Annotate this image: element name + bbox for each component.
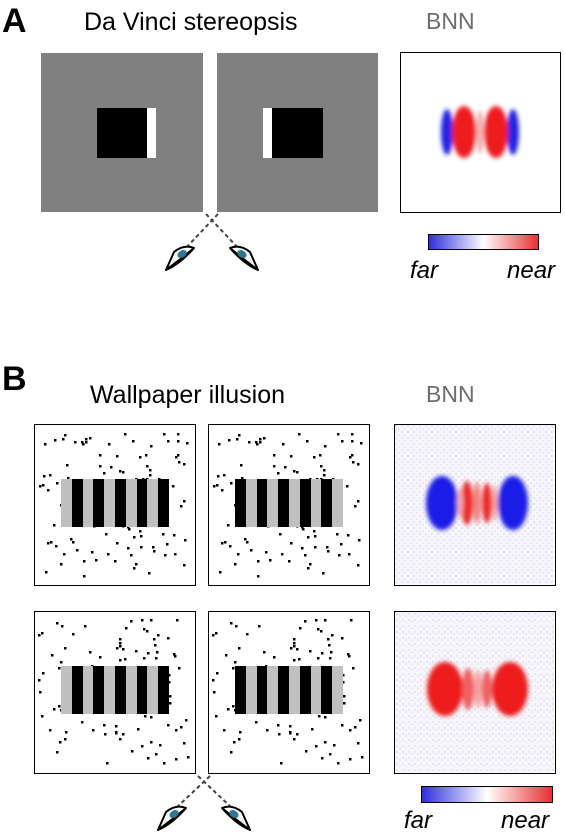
- grating-stripe: [299, 666, 311, 714]
- grating-stripe: [267, 666, 279, 714]
- panel-b-bnn-label: BNN: [426, 381, 475, 407]
- wallpaper-left-stimulus-top: [34, 424, 196, 586]
- stripe-grating: [61, 666, 169, 714]
- grating-stripe: [256, 479, 268, 527]
- stripe-grating: [61, 479, 169, 527]
- occluder-square: [263, 108, 323, 158]
- monocular-strip-right: [147, 108, 156, 158]
- occluder-square: [97, 108, 156, 158]
- panel-b-letter: B: [2, 360, 27, 398]
- grating-stripe: [104, 479, 115, 527]
- grating-stripe: [147, 666, 159, 714]
- grating-stripe: [332, 479, 343, 527]
- grating-stripe: [321, 666, 333, 714]
- grating-stripe: [256, 666, 268, 714]
- grating-stripe: [288, 666, 300, 714]
- grating-stripe: [125, 666, 137, 714]
- panel-a-colorbar: [428, 234, 539, 250]
- stripe-grating: [235, 666, 343, 714]
- grating-stripe: [93, 666, 105, 714]
- grating-stripe: [82, 479, 94, 527]
- grating-stripe: [267, 479, 279, 527]
- grating-stripe: [288, 479, 300, 527]
- panel-b-colorbar: [421, 786, 553, 803]
- grating-stripe: [147, 479, 159, 527]
- grating-stripe: [158, 479, 169, 527]
- da-vinci-right-stimulus: [217, 53, 378, 212]
- grating-stripe: [61, 666, 72, 714]
- panel-b-colorbar-far-label: far: [404, 807, 433, 834]
- grating-stripe: [61, 479, 72, 527]
- wallpaper-left-stimulus-bottom: [34, 611, 196, 774]
- grating-stripe: [104, 666, 115, 714]
- panel-a-colorbar-far-label: far: [410, 257, 439, 284]
- panel-b-bnn-output-top: [394, 424, 556, 586]
- grating-stripe: [114, 666, 126, 714]
- grating-stripe: [71, 666, 83, 714]
- panel-a-colorbar-near-label: near: [507, 257, 556, 284]
- monocular-strip-left: [263, 108, 272, 158]
- grating-stripe: [245, 666, 257, 714]
- grating-stripe: [245, 479, 257, 527]
- grating-stripe: [82, 666, 94, 714]
- grating-stripe: [235, 666, 246, 714]
- panel-a-letter: A: [2, 2, 27, 40]
- grating-stripe: [93, 479, 105, 527]
- grating-stripe: [71, 479, 83, 527]
- grating-stripe: [321, 479, 333, 527]
- eyes-icon: [160, 212, 264, 274]
- grating-stripe: [114, 479, 126, 527]
- panel-a-bnn-output: [400, 52, 561, 213]
- grating-stripe: [136, 479, 148, 527]
- grating-stripe: [332, 666, 343, 714]
- grating-stripe: [278, 479, 289, 527]
- wallpaper-right-stimulus-top: [208, 424, 370, 586]
- panel-b-colorbar-near-label: near: [501, 807, 550, 834]
- wallpaper-right-stimulus-bottom: [208, 611, 370, 774]
- da-vinci-left-stimulus: [41, 53, 203, 212]
- grating-stripe: [299, 479, 311, 527]
- grating-stripe: [235, 479, 246, 527]
- panel-a-bnn-label: BNN: [426, 8, 475, 34]
- grating-stripe: [125, 479, 137, 527]
- stripe-grating: [235, 479, 343, 527]
- grating-stripe: [310, 479, 322, 527]
- grating-stripe: [310, 666, 322, 714]
- grating-stripe: [158, 666, 169, 714]
- eyes-icon: [152, 774, 256, 832]
- panel-b-bnn-output-bottom: [394, 611, 556, 774]
- grating-stripe: [136, 666, 148, 714]
- panel-b-title: Wallpaper illusion: [90, 381, 285, 409]
- grating-stripe: [278, 666, 289, 714]
- panel-a-title: Da Vinci stereopsis: [84, 8, 298, 36]
